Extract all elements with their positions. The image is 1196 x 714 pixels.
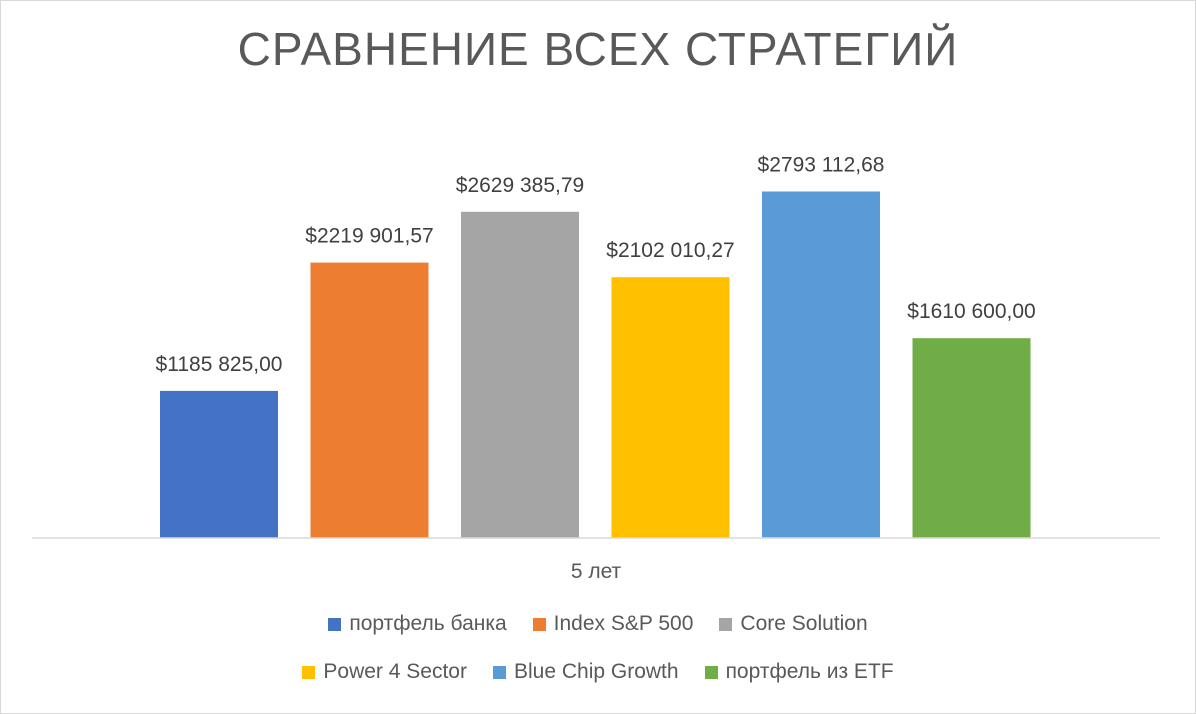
data-label-5: $1610 600,00	[907, 300, 1035, 323]
bar-1	[310, 262, 429, 538]
data-label-1: $2219 901,57	[305, 225, 433, 248]
legend-label-0: портфель банка	[349, 612, 507, 635]
legend-item-0: портфель банка	[328, 612, 507, 636]
legend-item-2: Core Solution	[719, 612, 868, 636]
legend-swatch-4	[492, 665, 506, 679]
legend-item-1: Index S&P 500	[532, 612, 694, 636]
legend-label-3: Power 4 Sector	[323, 660, 467, 683]
legend-label-4: Blue Chip Growth	[513, 660, 679, 683]
legend-item-5: портфель из ETF	[704, 660, 894, 684]
legend-item-4: Blue Chip Growth	[492, 660, 679, 684]
data-labels-layer: $1185 825,00 $2219 901,57 $2629 385,79 $210…	[156, 153, 1036, 375]
legend-swatch-0	[328, 617, 342, 631]
data-label-4: $2793 112,68	[758, 153, 885, 176]
data-label-3: $2102 010,27	[606, 239, 734, 262]
legend-row-1: портфель банка Index S&P 500 Core Solution	[0, 612, 1196, 636]
legend-swatch-3	[302, 665, 316, 679]
legend-label-5: портфель из ETF	[725, 660, 894, 683]
legend-label-2: Core Solution	[740, 612, 868, 635]
legend-label-1: Index S&P 500	[553, 612, 694, 635]
data-label-2: $2629 385,79	[456, 174, 584, 197]
bar-5	[912, 338, 1031, 538]
bar-4	[762, 191, 880, 538]
legend-swatch-1	[532, 617, 546, 631]
bar-2	[461, 211, 579, 539]
legend-row-2: Power 4 Sector Blue Chip Growth портфель и…	[0, 660, 1196, 684]
x-axis-category-label: 5 лет	[571, 560, 622, 583]
legend-item-3: Power 4 Sector	[302, 660, 467, 684]
bar-3	[611, 277, 730, 538]
bar-0	[160, 390, 278, 538]
bars-layer	[160, 191, 1031, 539]
data-label-0: $1185 825,00	[156, 353, 283, 376]
chart-title: СРАВНЕНИЕ ВСЕХ СТРАТЕГИЙ	[237, 23, 959, 75]
legend-swatch-5	[704, 665, 718, 679]
legend-swatch-2	[719, 617, 733, 631]
